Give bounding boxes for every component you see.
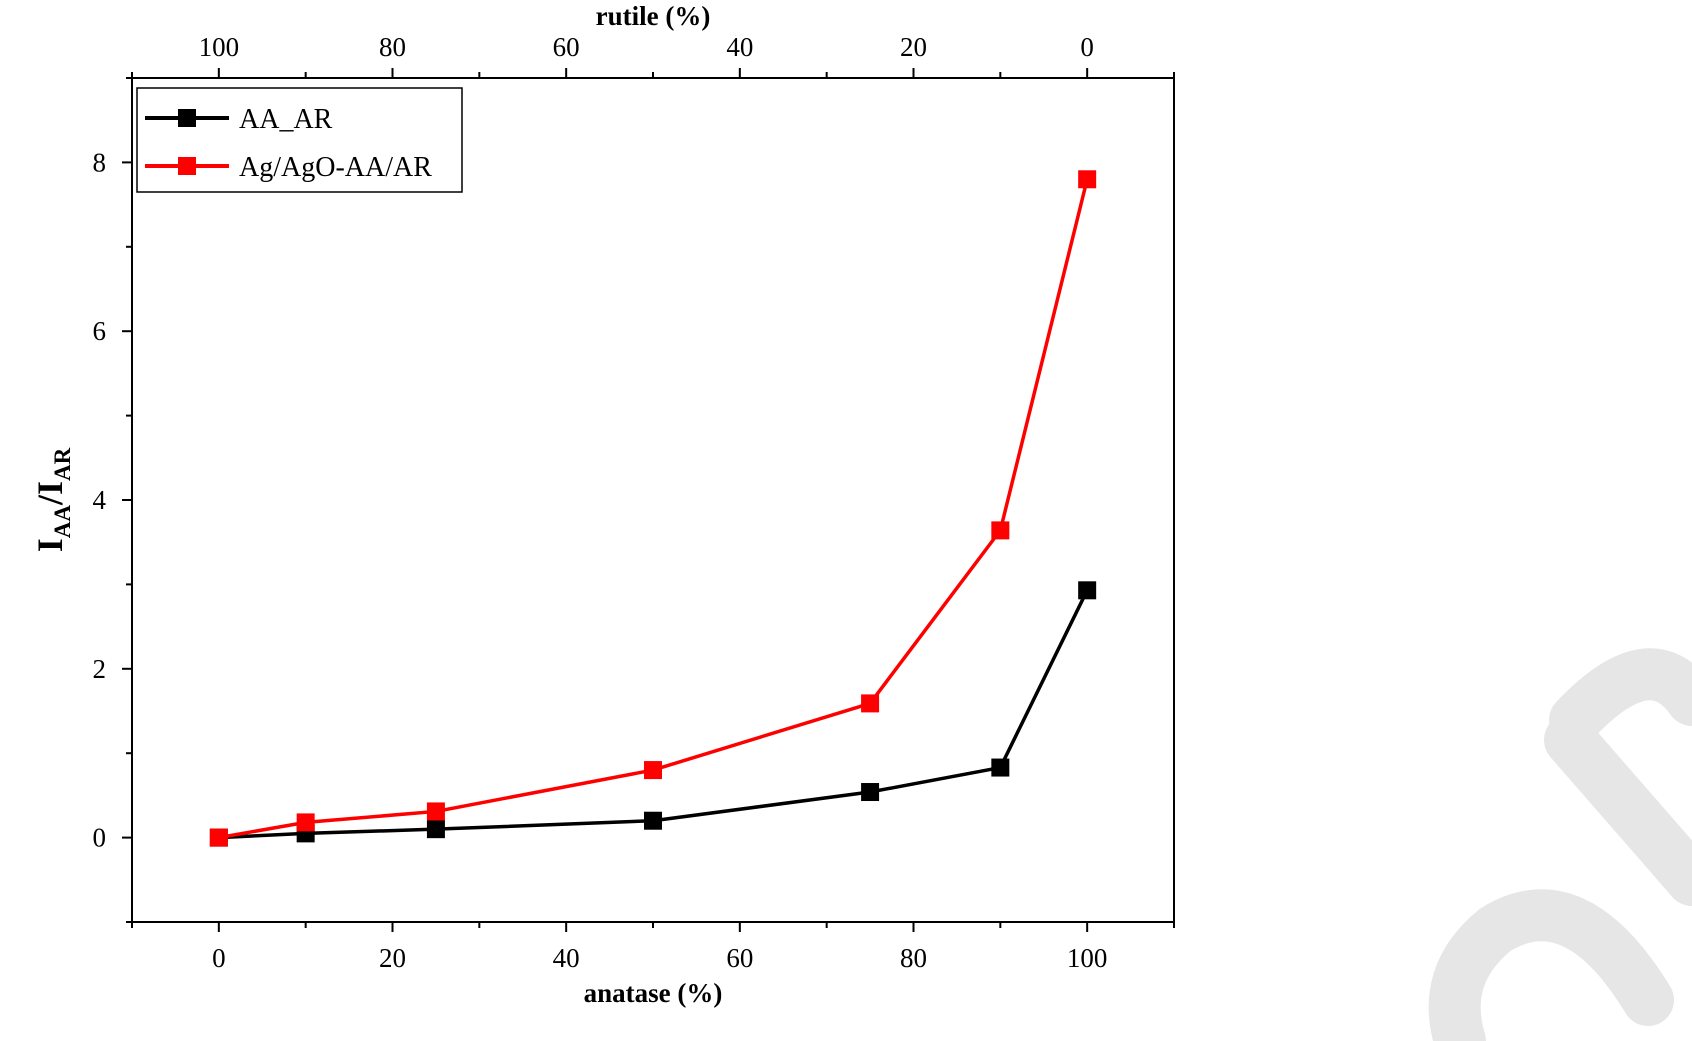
plot-frame <box>131 77 1175 923</box>
top-tick-label: 0 <box>1080 32 1094 62</box>
data-point-marker <box>991 521 1010 540</box>
legend-label: AA_AR <box>239 104 333 135</box>
top-tick-label: 40 <box>726 32 753 62</box>
data-point-marker <box>644 811 662 830</box>
data-point-marker <box>209 828 228 847</box>
x-tick-label: 40 <box>553 943 580 973</box>
y-tick-label: 4 <box>93 485 107 515</box>
legend-label: Ag/AgO-AA/AR <box>239 152 432 183</box>
axis-ticks <box>122 68 1175 932</box>
series-aa-ar <box>209 581 1097 847</box>
data-point-marker <box>426 820 445 839</box>
data-point-marker <box>861 694 880 713</box>
y-axis-title: IAA/IAR <box>30 447 75 552</box>
y-title-sub1: AA <box>50 505 75 539</box>
y-tick-label: 8 <box>93 147 107 177</box>
series-layer <box>209 170 1097 847</box>
x-tick-label: 20 <box>379 943 406 973</box>
y-tick-label: 0 <box>93 823 107 853</box>
x-tick-label: 0 <box>212 943 226 973</box>
series-ag-ago-aa-ar <box>209 170 1097 847</box>
data-point-marker <box>296 813 315 832</box>
y-tick-label: 6 <box>93 316 107 346</box>
data-point-marker <box>861 783 880 802</box>
top-tick-label: 100 <box>199 32 240 62</box>
legend: AA_AR Ag/AgO-AA/AR <box>136 87 463 193</box>
y-title-sub2: AR <box>50 447 75 481</box>
x-tick-label: 80 <box>900 943 927 973</box>
data-point-marker <box>1078 170 1097 189</box>
y-tick-label: 2 <box>93 654 107 684</box>
top-tick-label: 60 <box>553 32 580 62</box>
legend-swatch-marker <box>178 109 196 127</box>
y-axis-tick-labels: 0 2 4 6 8 <box>93 147 107 852</box>
data-point-marker <box>991 758 1010 777</box>
series-line <box>218 589 1089 840</box>
y-title-sep: /I <box>30 481 70 506</box>
legend-item: AA_AR <box>145 104 333 135</box>
series-line <box>218 178 1089 840</box>
top-axis-tick-labels: 100 80 60 40 20 0 <box>199 32 1094 62</box>
legend-item: Ag/AgO-AA/AR <box>145 152 432 183</box>
plot-area: 0 20 40 60 80 100 100 80 60 40 20 0 0 2 4 6 8 <box>93 32 1175 973</box>
legend-swatch-marker <box>178 157 196 175</box>
data-point-marker <box>426 802 445 821</box>
top-axis-title: rutile (%) <box>596 1 711 31</box>
top-tick-label: 20 <box>900 32 927 62</box>
data-point-marker <box>1078 581 1097 600</box>
x-tick-label: 60 <box>726 943 753 973</box>
top-tick-label: 80 <box>379 32 406 62</box>
legend-items: AA_AR Ag/AgO-AA/AR <box>145 104 432 183</box>
data-point-marker <box>644 761 662 780</box>
x-axis-title: anatase (%) <box>584 978 723 1008</box>
watermark <box>1428 648 1692 1041</box>
bottom-axis-tick-labels: 0 20 40 60 80 100 <box>212 943 1107 973</box>
x-tick-label: 100 <box>1067 943 1108 973</box>
y-title-main: I <box>30 538 70 552</box>
